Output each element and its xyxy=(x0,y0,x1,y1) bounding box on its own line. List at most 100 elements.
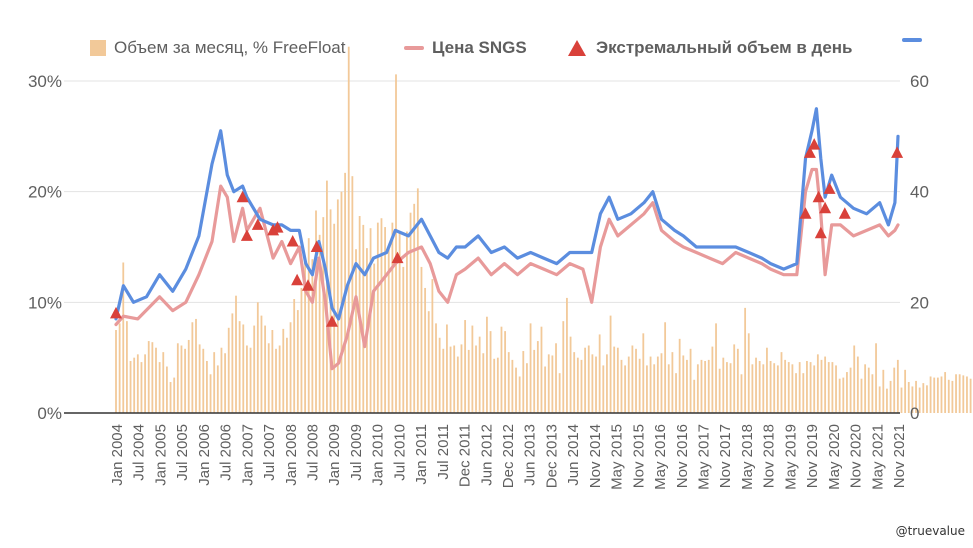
volume-bar xyxy=(573,352,576,413)
volume-bar xyxy=(180,345,183,413)
volume-bar xyxy=(736,348,739,413)
volume-bar xyxy=(780,352,783,413)
volume-bar xyxy=(384,227,386,413)
extreme-volume-marker xyxy=(799,207,812,219)
volume-bar xyxy=(449,346,452,413)
volume-bar xyxy=(478,336,481,413)
volume-bar xyxy=(144,354,146,413)
volume-bar xyxy=(558,373,561,413)
extreme-volume-marker xyxy=(286,235,299,247)
volume-bar xyxy=(773,363,776,413)
volume-bar xyxy=(755,357,757,413)
volume-bar xyxy=(282,328,285,413)
volume-bar xyxy=(122,262,125,413)
volume-bar xyxy=(656,356,659,413)
volume-bar xyxy=(820,359,823,413)
volume-bar xyxy=(678,338,681,413)
volume-bar xyxy=(944,372,947,413)
volume-bar xyxy=(347,46,350,413)
volume-bar xyxy=(460,344,463,413)
volume-bar xyxy=(409,212,412,413)
volume-bar xyxy=(646,365,648,413)
volume-bar xyxy=(402,266,405,413)
volume-bar xyxy=(875,343,877,413)
volume-bar xyxy=(955,374,957,413)
volume-bar xyxy=(471,325,474,413)
volume-bar xyxy=(769,360,772,413)
volume-bar xyxy=(526,363,528,413)
x-axis-tick-label: Jul 2004 xyxy=(131,424,148,481)
volume-bar xyxy=(896,359,899,413)
volume-bar xyxy=(486,316,488,413)
volume-bar xyxy=(966,376,968,413)
volume-bar xyxy=(406,231,408,413)
line-series xyxy=(114,107,900,371)
volume-bar xyxy=(860,378,863,413)
volume-bar xyxy=(667,364,670,413)
left-axis-tick-label: 10% xyxy=(28,293,62,312)
volume-bar xyxy=(246,345,248,413)
legend-item-price[interactable]: Цена SNGS xyxy=(404,38,527,58)
volume-bar xyxy=(369,228,372,413)
volume-bar xyxy=(696,364,699,413)
extreme-volume-marker xyxy=(891,146,904,158)
left-axis-tick-label: 0% xyxy=(37,404,62,423)
volume-bar xyxy=(893,367,896,413)
x-axis-tick-label: Nov 2014 xyxy=(587,424,604,488)
x-axis-tick-label: Jul 2009 xyxy=(348,424,365,481)
legend-item-blue[interactable] xyxy=(902,38,930,42)
volume-bar xyxy=(431,279,434,413)
volume-bar xyxy=(540,326,543,413)
volume-bar xyxy=(155,347,157,413)
volume-bar xyxy=(326,180,328,413)
volume-bar xyxy=(158,362,161,413)
volume-bar xyxy=(726,362,728,413)
volume-bar xyxy=(715,323,717,413)
x-axis-tick-label: Jul 2011 xyxy=(435,424,452,480)
volume-bar xyxy=(584,347,587,413)
price-swatch xyxy=(404,46,424,50)
legend-label-price: Цена SNGS xyxy=(432,38,527,57)
volume-bar xyxy=(395,74,397,414)
x-axis-tick-label: May 2020 xyxy=(826,424,843,490)
x-axis-tick-label: Jan 2006 xyxy=(196,424,213,486)
legend-item-volume[interactable]: Объем за месяц, % FreeFloat xyxy=(90,38,345,58)
volume-bar xyxy=(220,347,223,413)
legend-label-extreme: Экстремальный объем в день xyxy=(596,38,853,57)
volume-bar xyxy=(216,365,219,413)
volume-bar xyxy=(627,356,630,413)
blue-line xyxy=(114,107,900,321)
volume-bar xyxy=(900,387,903,413)
volume-bar xyxy=(722,357,725,413)
right-axis-tick-label: 60 xyxy=(910,72,929,91)
x-axis-tick-label: May 2017 xyxy=(696,424,713,490)
x-axis-tick-label: May 2021 xyxy=(869,424,886,490)
extreme-volume-marker xyxy=(838,207,851,219)
volume-bar xyxy=(136,354,139,413)
volume-bar xyxy=(416,188,419,413)
volume-bar xyxy=(380,218,383,413)
volume-bar xyxy=(373,263,376,413)
x-axis-tick-label: Nov 2021 xyxy=(891,424,908,488)
x-axis-tick-label: Jun 2013 xyxy=(522,424,539,486)
volume-bar xyxy=(616,347,619,413)
volume-bar xyxy=(886,388,888,413)
x-axis-tick-label: Jul 2007 xyxy=(261,424,278,481)
x-axis-tick-label: Nov 2015 xyxy=(630,424,647,488)
volume-bar xyxy=(951,380,954,413)
volume-bar xyxy=(191,322,194,413)
volume-bar xyxy=(729,363,732,413)
legend-item-extreme[interactable]: Экстремальный объем в день xyxy=(568,38,853,58)
volume-bar xyxy=(682,355,685,413)
volume-bar xyxy=(918,387,921,413)
x-axis-tick-label: May 2018 xyxy=(739,424,756,490)
volume-bar xyxy=(515,367,517,413)
volume-bar xyxy=(675,373,677,413)
volume-bar xyxy=(787,362,790,413)
volume-bar xyxy=(442,348,445,413)
volume-bar xyxy=(816,354,819,413)
volume-bar xyxy=(864,364,867,413)
volume-bar xyxy=(336,199,339,413)
volume-bar xyxy=(504,331,507,413)
